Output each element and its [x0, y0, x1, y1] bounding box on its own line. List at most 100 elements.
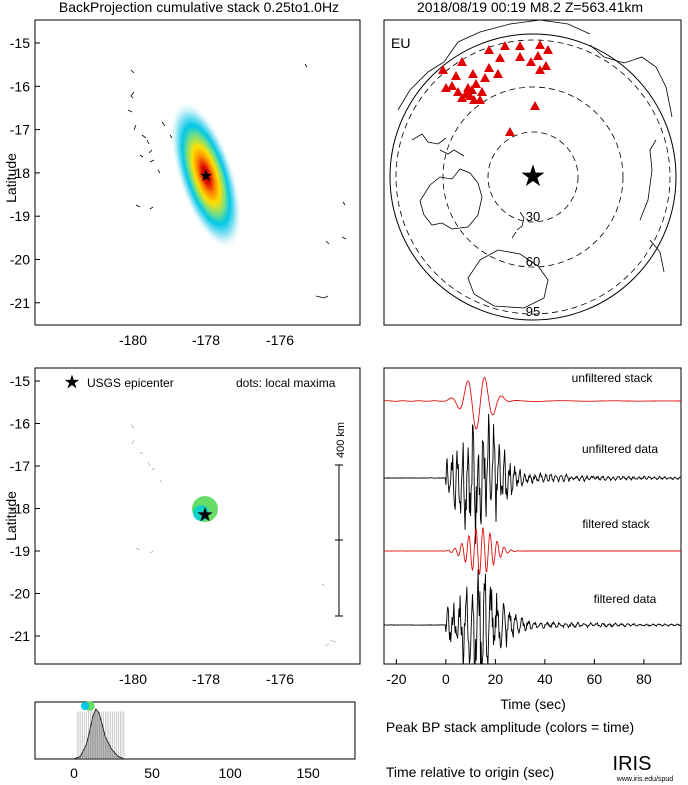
bp-heat-blob — [170, 100, 242, 250]
top-map-ytick-label: -19 — [10, 208, 30, 224]
globe-frame — [383, 19, 682, 326]
ring-30 — [487, 131, 579, 223]
station-triangle — [441, 83, 451, 92]
iris-logo-url: www.iris.edu/spud — [616, 776, 674, 783]
top-map-ytick-label: -15 — [10, 35, 30, 51]
trace-filtered-stack — [384, 527, 681, 575]
legend-star-icon: ★ — [65, 374, 78, 391]
histogram-xtick-label: 150 — [296, 765, 320, 781]
station-triangle — [543, 45, 553, 54]
ring-label-60: 60 — [526, 254, 540, 269]
bottom-map-ytick-label: -21 — [10, 628, 30, 644]
histogram-panel: 0 50 100 150 Peak BP stack amplitude (color… — [34, 701, 634, 781]
station-triangle — [438, 65, 448, 74]
station-markers — [438, 40, 553, 136]
legend-maxima-label: dots: local maxima — [236, 376, 336, 390]
trace-frame — [383, 367, 682, 665]
ring-95 — [395, 39, 671, 315]
histogram-peak-dot-early — [80, 702, 89, 710]
bottom-map-ylabel: Latitude — [3, 491, 19, 541]
station-triangle — [533, 51, 543, 60]
trace-unfiltered-data — [384, 413, 681, 544]
top-coastlines — [127, 63, 347, 299]
ring-label-95: 95 — [526, 304, 540, 319]
station-triangle — [535, 65, 545, 74]
top-map-ytick-label: -16 — [10, 78, 30, 94]
trace-xtick-label: -20 — [386, 671, 406, 687]
trace-label-filtered-stack: filtered stack — [582, 517, 650, 531]
left-title: BackProjection cumulative stack 0.25to1.… — [59, 0, 339, 15]
histogram-xtick-label: 100 — [218, 765, 242, 781]
histogram-caption-top: Peak BP stack amplitude (colors = time) — [386, 719, 634, 735]
trace-xtick-label: 80 — [636, 671, 652, 687]
bottom-map-xtick-label: -180 — [119, 671, 147, 687]
histogram-xtick-label: 0 — [70, 765, 78, 781]
trace-filtered-data — [384, 569, 681, 664]
station-triangle — [515, 41, 525, 50]
top-map-ytick-label: -21 — [10, 295, 30, 311]
top-map-xtick-label: -180 — [119, 332, 147, 348]
trace-xtick-label: 60 — [587, 671, 603, 687]
station-triangle — [493, 69, 503, 78]
bottom-map-xtick-label: -178 — [192, 671, 220, 687]
legend-epicenter-label: USGS epicenter — [87, 376, 174, 390]
top-map-xtick-label: -178 — [192, 332, 220, 348]
ring-label-30: 30 — [526, 209, 540, 224]
station-triangle — [530, 101, 540, 110]
bottom-map-ytick-label: -15 — [10, 373, 30, 389]
bottom-map-panel: ★ ★ USGS epicenter dots: local maxima 40… — [3, 367, 361, 687]
station-triangle — [515, 52, 525, 61]
right-title: 2018/08/19 00:19 M8.2 Z=563.41km — [417, 0, 643, 15]
station-triangle — [480, 73, 490, 82]
bottom-coastlines — [130, 424, 337, 647]
globe-epicenter-star-icon: ★ — [520, 160, 547, 193]
station-triangle — [535, 40, 545, 49]
histogram-xtick-label: 50 — [144, 765, 160, 781]
trace-xlabel: Time (sec) — [500, 696, 566, 712]
scale-bar-label: 400 km — [335, 422, 347, 458]
trace-xtick-label: 40 — [537, 671, 553, 687]
bottom-map-ytick-label: -19 — [10, 543, 30, 559]
station-triangle — [500, 41, 510, 50]
trace-label-filtered-data: filtered data — [594, 592, 657, 606]
station-triangle — [457, 57, 467, 66]
station-triangle — [451, 71, 461, 80]
station-triangle — [484, 45, 494, 54]
bottom-map-ytick-label: -16 — [10, 416, 30, 432]
station-triangle — [447, 81, 457, 90]
trace-xtick-label: 0 — [442, 671, 450, 687]
bottom-epicenter-star-icon: ★ — [198, 507, 212, 524]
bottom-map-ytick-label: -18 — [10, 501, 30, 517]
station-triangle — [541, 61, 551, 70]
local-maximum-dot-early — [193, 505, 209, 521]
iris-logo: IRIS — [613, 753, 652, 775]
top-epicenter-star-icon: ★ — [199, 168, 213, 185]
globe-panel: ★ EU 30 60 95 — [383, 19, 682, 326]
station-triangle — [477, 87, 487, 96]
globe-continents — [397, 19, 673, 309]
station-triangle — [467, 85, 477, 94]
top-map-ylabel: Latitude — [3, 153, 19, 203]
top-map-ytick-label: -17 — [10, 122, 30, 138]
station-triangle — [505, 127, 515, 136]
globe-outline — [389, 33, 677, 321]
trace-label-unfiltered-stack: unfiltered stack — [572, 371, 654, 385]
bottom-map-ytick-label: -17 — [10, 458, 30, 474]
trace-label-unfiltered-data: unfiltered data — [582, 442, 658, 456]
trace-unfiltered-stack — [384, 376, 681, 430]
trace-xtick-label: 20 — [488, 671, 504, 687]
globe-network-label: EU — [391, 35, 410, 51]
station-triangle — [453, 87, 463, 96]
top-map-ytick-label: -18 — [10, 165, 30, 181]
bottom-map-xtick-label: -176 — [266, 671, 294, 687]
top-map-xtick-label: -176 — [266, 332, 294, 348]
station-triangle — [526, 57, 536, 66]
bottom-map-ytick-label: -20 — [10, 586, 30, 602]
station-triangle — [475, 95, 485, 104]
station-triangle — [468, 69, 478, 78]
station-triangle — [484, 63, 494, 72]
trace-panel: unfiltered stack unfiltered data filtere… — [383, 367, 682, 712]
station-triangle — [495, 53, 505, 62]
station-triangle — [471, 79, 481, 88]
